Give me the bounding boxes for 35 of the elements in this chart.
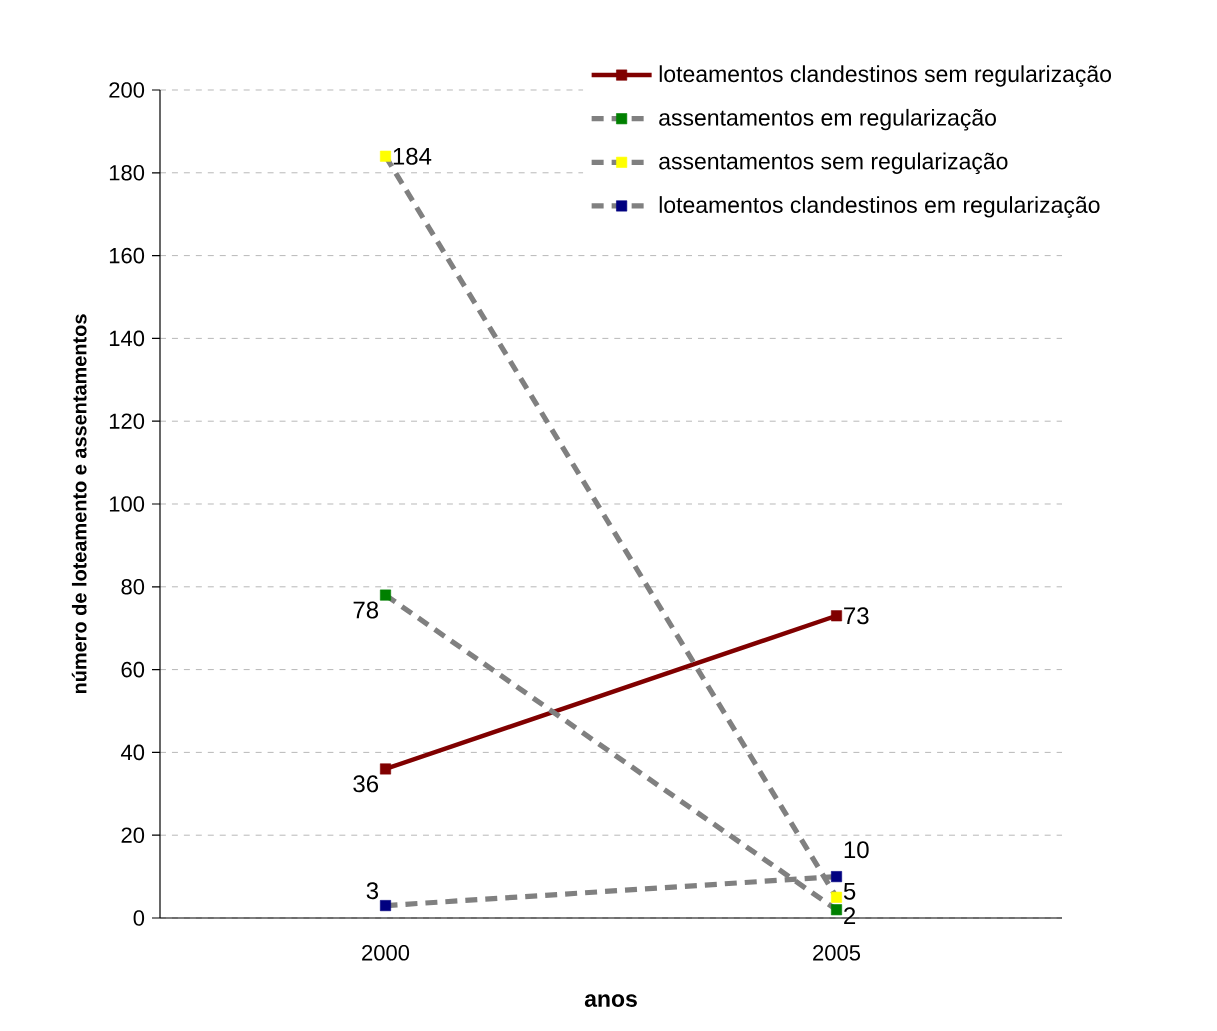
y-tick-label: 160 [109,247,145,264]
legend-label: assentamentos em regularização [659,108,996,131]
point [380,763,391,775]
legend-label: loteamentos clandestinos sem regularização [659,65,1112,87]
data-label: 184 [393,147,432,165]
y-tick-label: 120 [109,413,145,429]
data-label: 73 [844,607,869,625]
x-tick-label: 2005 [813,945,861,961]
y-tick-label: 180 [109,164,145,181]
y-tick-label: 140 [109,330,145,347]
point [380,900,391,912]
point [831,871,842,883]
y-axis-title: número de loteamento e assentamentos [71,314,87,694]
point [380,589,391,601]
y-tick-label: 100 [109,496,145,512]
point [380,150,391,162]
y-tick-label: 60 [121,661,145,678]
point [831,891,842,903]
legend-label: assentamentos sem regularização [659,152,1008,175]
x-axis-title: anos [584,994,637,1007]
y-tick-label: 80 [121,578,145,595]
y-tick-label: 0 [133,910,145,926]
data-label: 3 [366,882,379,900]
y-tick-label: 200 [109,82,145,98]
data-label: 5 [843,882,856,900]
point [831,904,842,916]
x-tick-label: 2000 [362,945,410,961]
data-label: 2 [844,907,856,925]
data-label: 10 [844,841,869,859]
data-label: 78 [353,601,379,619]
point [831,610,842,622]
data-label: 36 [353,775,379,793]
legend-label: loteamentos clandestinos em regularização [659,196,1100,218]
y-tick-label: 40 [120,744,145,761]
y-tick-label: 20 [121,827,145,843]
